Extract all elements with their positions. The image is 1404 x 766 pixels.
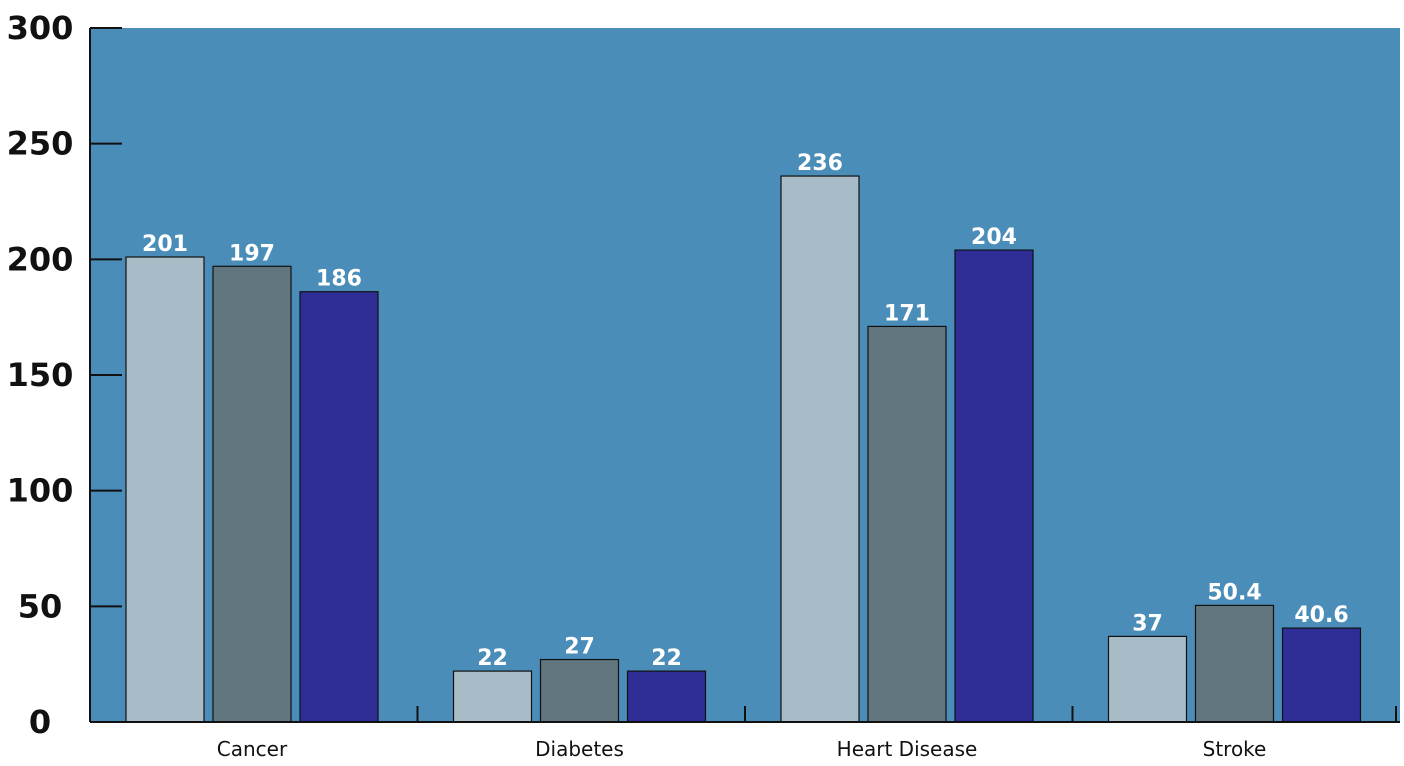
y-tick-label: 100 xyxy=(7,472,74,510)
y-axis-ticks: 0 50 100 150 200 250 300 xyxy=(7,9,122,741)
bar-heart-disease-s2 xyxy=(867,325,947,723)
data-label: 40.6 xyxy=(1294,603,1348,628)
data-label: 37 xyxy=(1132,611,1163,636)
bar-cancer-s2 xyxy=(212,265,292,723)
x-tick-label-cancer: Cancer xyxy=(217,737,288,761)
x-tick-label-diabetes: Diabetes xyxy=(535,737,624,761)
bar-heart-disease-s3 xyxy=(954,249,1034,723)
data-label: 22 xyxy=(651,646,682,671)
bar-diabetes-s1 xyxy=(452,670,533,723)
data-labels-layer: 201 197 186 22 27 22 236 171 204 37 50.4 40.6 xyxy=(142,151,1349,671)
y-tick-label: 50 xyxy=(18,587,63,625)
bar-stroke-s3 xyxy=(1281,627,1362,723)
bar-stroke-s2 xyxy=(1194,604,1275,723)
data-label: 22 xyxy=(477,646,508,671)
y-tick-label: 0 xyxy=(29,703,51,741)
bar-cancer-s3 xyxy=(299,291,379,723)
x-tick-label-heart-disease: Heart Disease xyxy=(837,737,978,761)
y-tick-label: 200 xyxy=(7,240,74,278)
data-label: 171 xyxy=(884,301,930,326)
bar-diabetes-s2 xyxy=(539,658,620,723)
data-label: 186 xyxy=(316,267,362,292)
bar-cancer-s1 xyxy=(125,256,205,723)
y-tick-label: 250 xyxy=(7,125,74,163)
data-label: 201 xyxy=(142,232,188,257)
bar-heart-disease-s1 xyxy=(780,175,860,723)
data-label: 236 xyxy=(797,151,843,176)
y-tick-label: 150 xyxy=(7,356,74,394)
x-axis-ticks: Cancer Diabetes Heart Disease Stroke xyxy=(217,706,1397,761)
bar-diabetes-s3 xyxy=(626,670,707,723)
data-label: 204 xyxy=(971,225,1017,250)
bars-layer xyxy=(125,175,1362,723)
data-label: 197 xyxy=(229,241,275,266)
x-tick-label-stroke: Stroke xyxy=(1203,737,1267,761)
bar-stroke-s1 xyxy=(1107,635,1188,723)
y-tick-label: 300 xyxy=(7,9,74,47)
data-label: 50.4 xyxy=(1207,580,1261,605)
data-label: 27 xyxy=(564,635,595,660)
